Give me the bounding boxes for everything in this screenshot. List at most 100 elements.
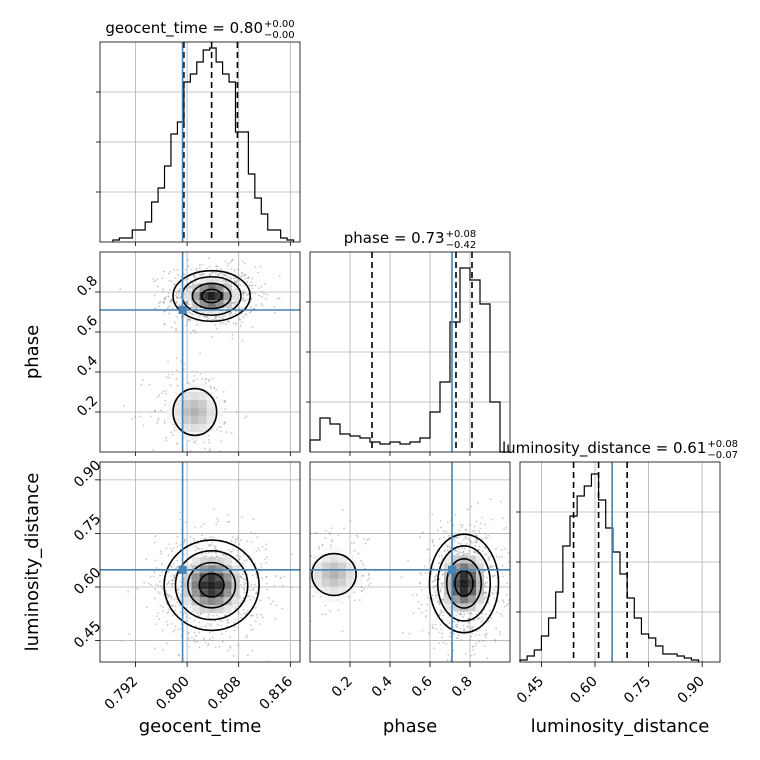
density-cell	[214, 416, 223, 424]
sample-point	[433, 544, 435, 547]
sample-point	[499, 633, 502, 636]
sample-point	[318, 545, 321, 548]
sample-point	[237, 282, 240, 285]
sample-point	[243, 548, 246, 551]
density-cell	[215, 300, 224, 308]
sample-point	[231, 605, 234, 608]
sample-point	[167, 571, 170, 573]
sample-point	[460, 613, 463, 616]
sample-point	[188, 318, 191, 321]
sample-point	[437, 561, 440, 564]
sample-point	[192, 379, 195, 382]
sample-point	[237, 610, 240, 613]
sample-point	[187, 265, 190, 268]
sample-point	[237, 268, 239, 271]
density-cell	[322, 586, 330, 595]
sample-point	[224, 274, 226, 277]
sample-point	[195, 281, 197, 283]
density-cell	[174, 416, 183, 424]
sample-point	[469, 627, 472, 630]
pair-panel-geocent_time-luminosity_distance	[99, 461, 301, 663]
sample-point	[171, 605, 174, 607]
density-cell	[207, 581, 216, 590]
sample-point	[154, 588, 157, 590]
sample-point	[457, 634, 460, 637]
sample-point	[211, 377, 214, 380]
sample-point	[329, 610, 332, 613]
sample-point	[188, 617, 191, 620]
sample-point	[246, 277, 249, 280]
sample-point	[234, 541, 236, 544]
sample-point	[234, 606, 237, 609]
density-cell	[206, 416, 215, 424]
sample-point	[185, 616, 188, 619]
sample-point	[255, 304, 257, 307]
sample-point	[169, 270, 172, 273]
sample-point	[175, 542, 178, 545]
sample-point	[241, 260, 244, 263]
sample-point	[176, 535, 179, 538]
density-cell	[330, 562, 338, 571]
sample-point	[475, 630, 478, 632]
sample-point	[166, 620, 168, 623]
sample-point	[483, 583, 486, 586]
sample-point	[215, 388, 218, 391]
sample-point	[167, 554, 170, 557]
sample-point	[185, 300, 188, 303]
sample-point	[442, 610, 445, 613]
sample-point	[251, 284, 254, 287]
sample-point	[161, 629, 164, 632]
sample-point	[505, 526, 507, 529]
sample-point	[468, 539, 471, 542]
sample-point	[176, 601, 179, 604]
sample-point	[195, 625, 197, 627]
sample-point	[179, 511, 181, 514]
sample-point	[363, 538, 365, 540]
sample-point	[261, 545, 264, 548]
sample-point	[235, 287, 237, 290]
contour-level	[311, 552, 357, 597]
sample-point	[233, 629, 236, 632]
sample-point	[511, 566, 513, 568]
sample-point	[243, 284, 245, 287]
sample-point	[224, 421, 227, 424]
sample-point	[152, 278, 155, 281]
sample-point	[158, 617, 161, 620]
sample-point	[188, 287, 191, 290]
density-cell	[338, 562, 346, 571]
sample-point	[228, 315, 231, 318]
sample-point	[194, 526, 197, 529]
sample-point	[471, 530, 474, 532]
sample-point	[465, 553, 467, 555]
sample-point	[211, 636, 214, 639]
sample-point	[438, 603, 441, 606]
sample-point	[279, 576, 282, 579]
sample-point	[176, 316, 178, 318]
sample-point	[169, 384, 172, 387]
sample-point	[476, 540, 479, 543]
density-cell	[330, 554, 338, 563]
sample-point	[461, 546, 464, 549]
sample-point	[470, 540, 472, 543]
sample-point	[470, 613, 473, 616]
sample-point	[170, 280, 173, 283]
sample-point	[199, 612, 202, 615]
sample-point	[464, 537, 467, 540]
sample-point	[175, 295, 178, 298]
sample-point	[473, 525, 476, 528]
sample-point	[424, 572, 427, 575]
density-cell	[215, 605, 224, 614]
sample-point	[495, 585, 497, 588]
sample-point	[163, 310, 166, 313]
sample-point	[221, 272, 224, 275]
sample-point	[511, 577, 513, 579]
sample-point	[171, 550, 174, 552]
sample-point	[419, 536, 421, 539]
sample-point	[168, 279, 171, 282]
sample-point	[171, 582, 174, 585]
sample-point	[477, 610, 480, 613]
sample-point	[477, 549, 480, 551]
sample-point	[462, 538, 465, 541]
sample-point	[215, 315, 218, 318]
density-cell	[207, 605, 216, 614]
